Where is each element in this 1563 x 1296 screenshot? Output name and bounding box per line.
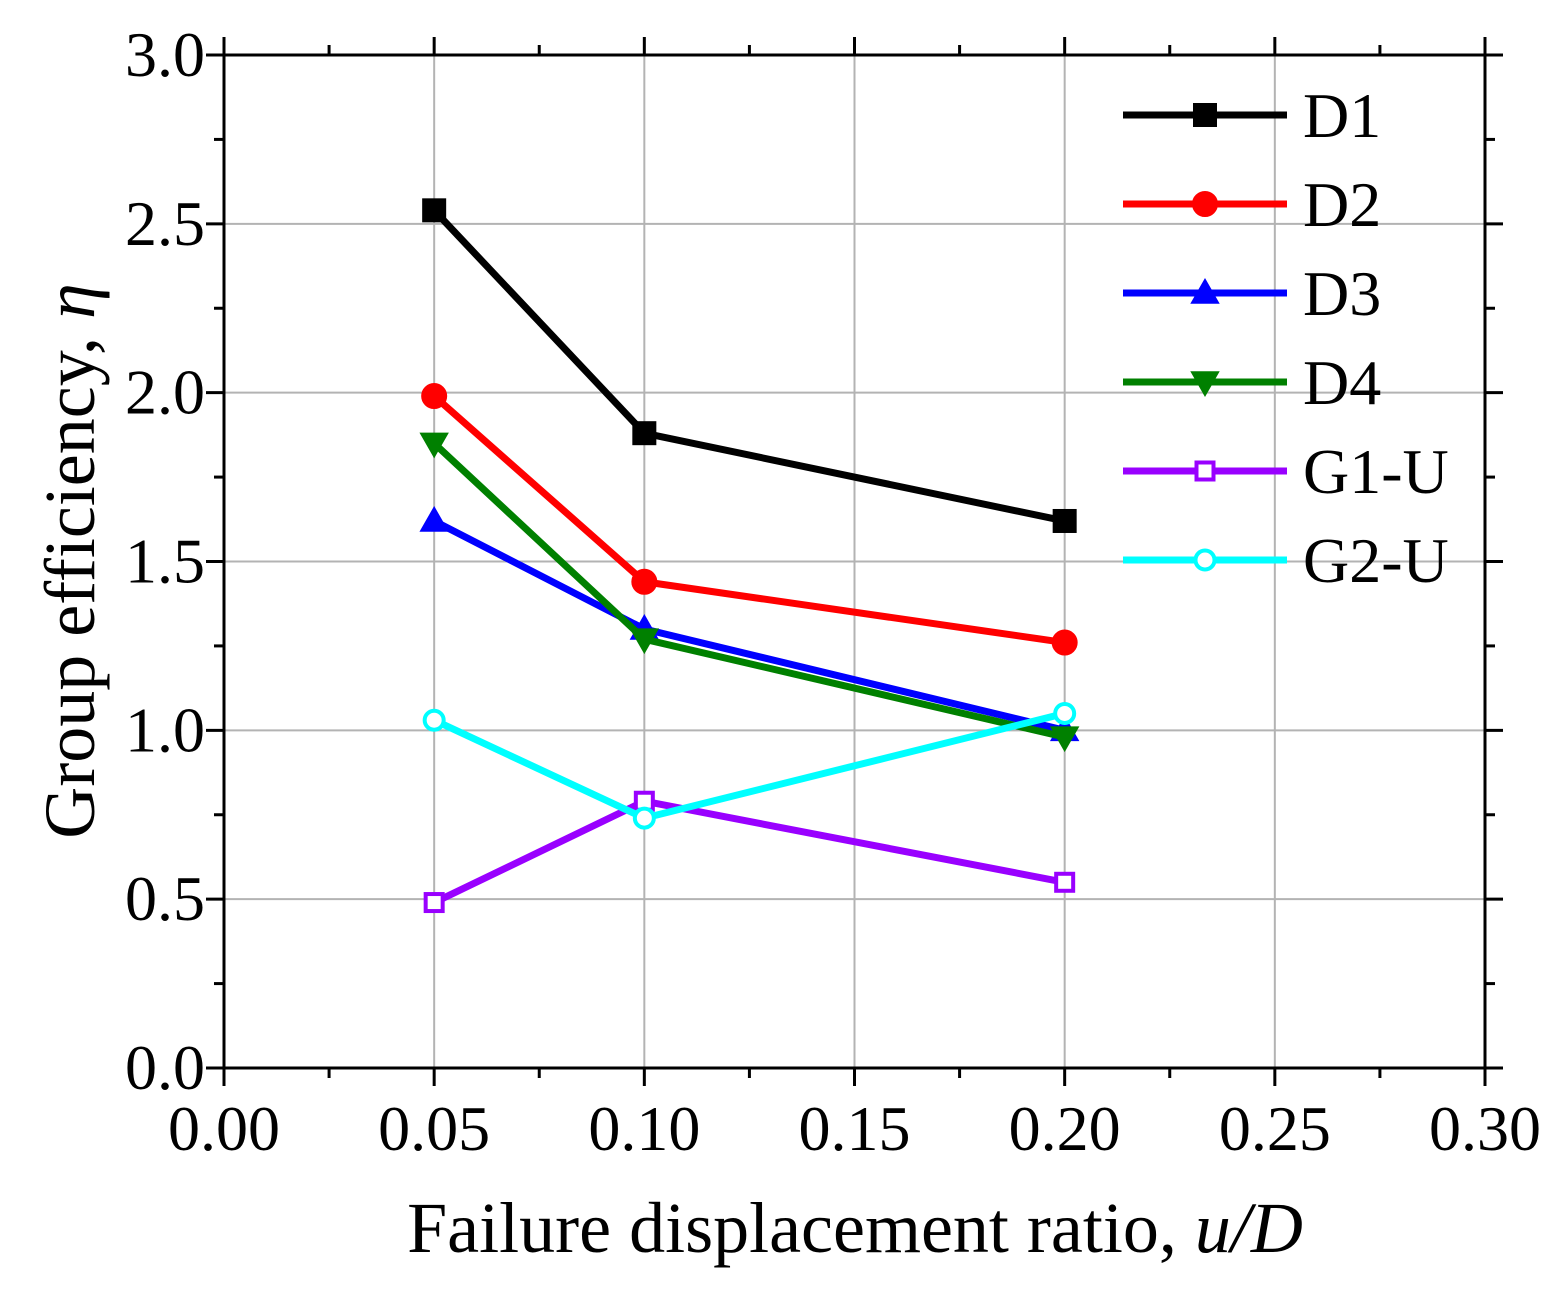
grid <box>224 55 1485 1068</box>
data-point-g2-u <box>422 708 446 732</box>
y-tick-labels: 0.0 0.5 1.0 1.5 2.0 2.5 3.0 <box>125 19 205 1103</box>
data-point-g1-u <box>1054 871 1076 893</box>
legend-marker-g1-u <box>1194 460 1216 482</box>
y-tick-label: 1.0 <box>125 694 205 765</box>
series-d3 <box>419 505 1080 742</box>
legend-marker-d3 <box>1190 277 1220 304</box>
x-tick-label: 0.00 <box>168 1093 280 1164</box>
x-axis-title: Failure displacement ratio, u/D <box>407 1188 1303 1268</box>
y-tick-label: 1.5 <box>125 526 205 597</box>
legend-label-g1-u: G1-U <box>1303 436 1449 507</box>
data-point-d1 <box>632 421 657 446</box>
axis-ticks <box>206 37 1503 1086</box>
series-line-g2-u <box>432 710 1066 822</box>
legend-item-g2-u: G2-U <box>1123 525 1449 596</box>
y-tick-label: 0.5 <box>125 863 205 934</box>
series-d1 <box>422 198 1077 533</box>
series-line-d2 <box>431 393 1066 647</box>
x-tick-label: 0.15 <box>799 1093 911 1164</box>
series-g1-u <box>423 790 1076 914</box>
x-tick-label: 0.25 <box>1219 1093 1331 1164</box>
legend-item-d4: D4 <box>1123 347 1381 418</box>
x-tick-label: 0.20 <box>1009 1093 1121 1164</box>
legend-marker-d2 <box>1192 191 1218 217</box>
legend: D1 D2 D3 D4 G1-U G2-U <box>1123 80 1449 596</box>
legend-marker-d1 <box>1193 103 1217 127</box>
data-point-d2 <box>1051 629 1078 656</box>
x-tick-label: 0.30 <box>1429 1093 1541 1164</box>
legend-marker-g2-u <box>1193 548 1217 572</box>
legend-label-d2: D2 <box>1303 169 1381 240</box>
y-axis-title: Group efficiency, η <box>30 283 110 839</box>
data-point-d1 <box>1052 508 1077 533</box>
data-point-g2-u <box>1053 701 1077 725</box>
data-point-g2-u <box>632 806 656 830</box>
series-d2 <box>421 383 1078 656</box>
x-tick-labels: 0.00 0.05 0.10 0.15 0.20 0.25 0.30 <box>168 1093 1541 1164</box>
series-layer <box>419 198 1080 914</box>
x-tick-label: 0.10 <box>588 1093 700 1164</box>
y-tick-label: 2.5 <box>125 188 205 259</box>
legend-item-d2: D2 <box>1123 169 1381 240</box>
series-d4 <box>419 432 1080 753</box>
series-line-g1-u <box>432 797 1066 906</box>
data-point-d1 <box>422 198 447 223</box>
data-point-d4 <box>629 628 660 655</box>
legend-item-d3: D3 <box>1123 258 1381 329</box>
legend-label-d1: D1 <box>1303 80 1381 151</box>
data-point-g1-u <box>423 892 445 914</box>
x-tick-label: 0.05 <box>378 1093 490 1164</box>
data-point-d4 <box>419 432 449 459</box>
legend-item-g1-u: G1-U <box>1123 436 1449 507</box>
data-point-d2 <box>421 383 448 410</box>
legend-label-g2-u: G2-U <box>1303 525 1449 596</box>
data-point-d4 <box>1049 726 1080 753</box>
y-tick-label: 0.0 <box>125 1032 205 1103</box>
series-line-d4 <box>431 440 1066 741</box>
legend-label-d4: D4 <box>1303 347 1381 418</box>
legend-item-d1: D1 <box>1123 80 1381 151</box>
legend-marker-d4 <box>1190 371 1220 398</box>
y-tick-label: 2.0 <box>125 357 205 428</box>
data-point-d2 <box>631 568 658 595</box>
series-line-d1 <box>431 207 1066 525</box>
series-g2-u <box>422 701 1077 830</box>
data-point-d3 <box>419 505 449 532</box>
legend-label-d3: D3 <box>1303 258 1381 329</box>
y-tick-label: 3.0 <box>125 19 205 90</box>
